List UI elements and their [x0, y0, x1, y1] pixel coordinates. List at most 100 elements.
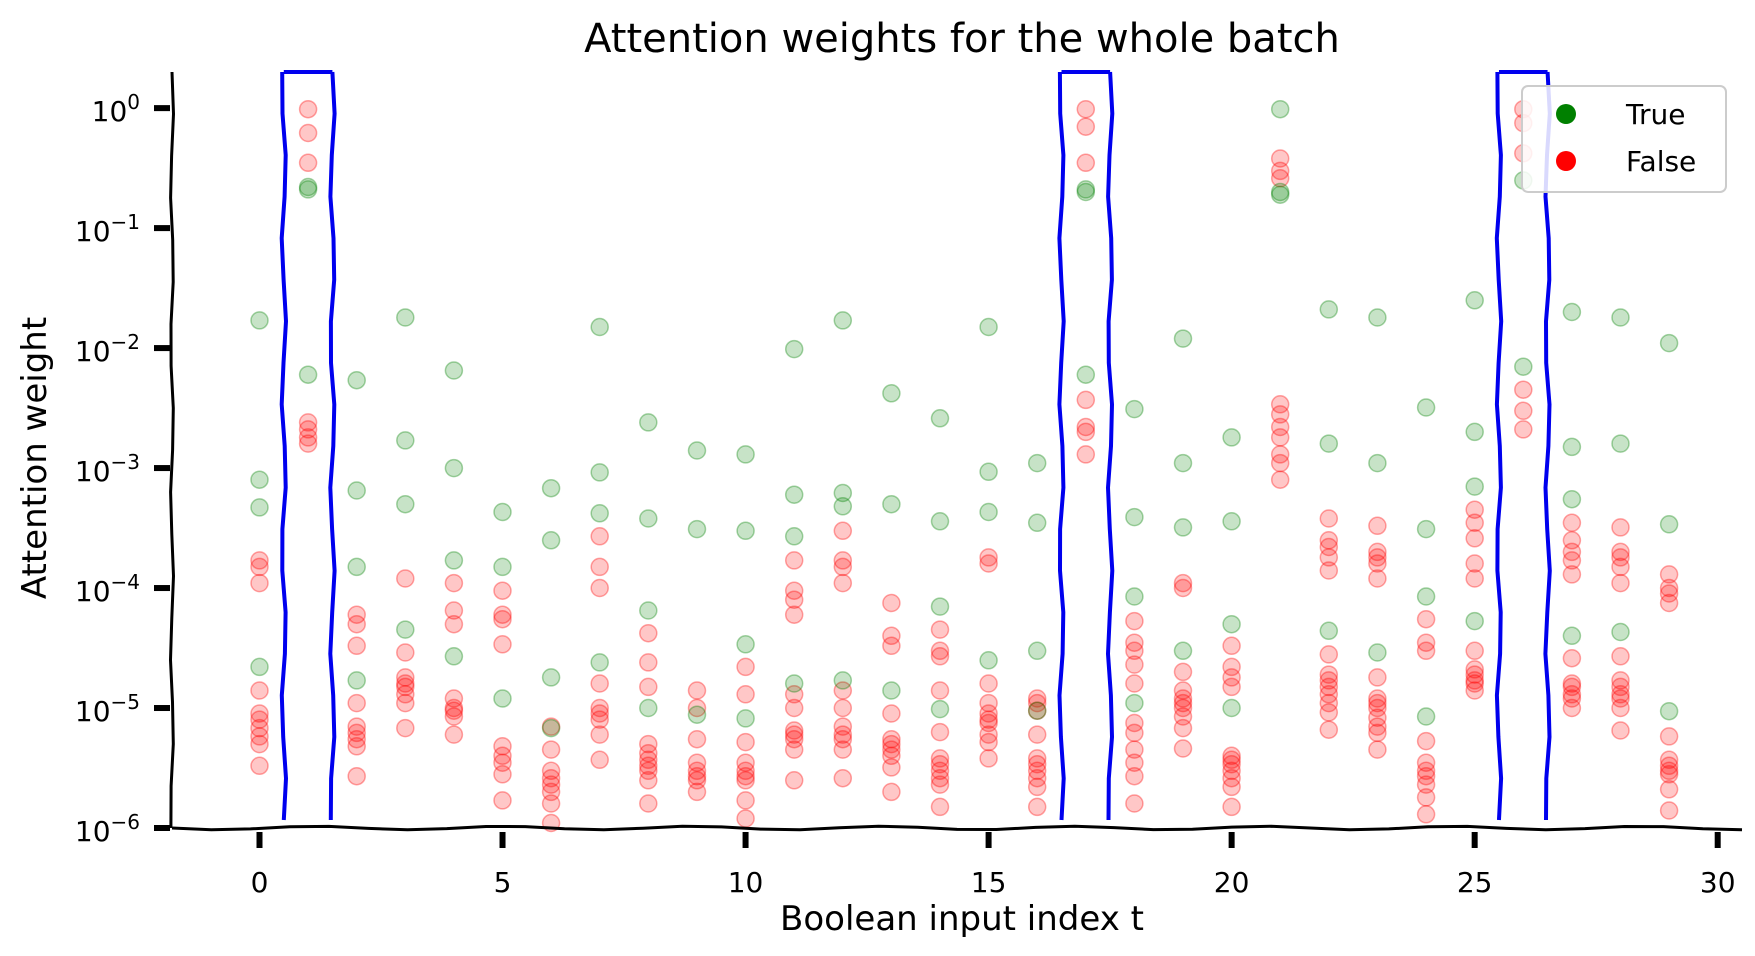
data-point-false	[1027, 749, 1047, 768]
data-point-true	[444, 551, 464, 570]
data-point-true	[930, 512, 950, 531]
data-point-false	[882, 626, 901, 646]
data-point-false	[1173, 689, 1193, 708]
data-point-false	[882, 740, 901, 759]
data-point-true	[1173, 453, 1193, 473]
data-point-false	[639, 743, 658, 763]
data-point-true	[1222, 614, 1241, 634]
data-point-false	[1173, 662, 1193, 682]
data-point-false	[1416, 805, 1436, 824]
data-point-false	[639, 771, 658, 790]
data-point-false	[590, 710, 609, 729]
data-point-false	[541, 794, 561, 813]
data-point-false	[1222, 677, 1241, 697]
data-point-true	[444, 361, 464, 380]
data-point-true	[298, 365, 318, 384]
data-point-false	[1270, 445, 1290, 464]
data-point-false	[1027, 777, 1047, 797]
data-point-false	[347, 693, 366, 713]
data-point-false	[1368, 554, 1387, 573]
data-point-true	[979, 502, 998, 522]
data-point-false	[1368, 548, 1387, 567]
data-point-false	[687, 698, 707, 718]
data-point-false	[347, 766, 366, 786]
data-point-false	[930, 722, 950, 742]
data-point-false	[687, 753, 707, 772]
data-point-true	[298, 177, 318, 197]
data-point-false	[1125, 655, 1144, 674]
data-point-true	[1611, 308, 1630, 327]
data-point-false	[250, 551, 269, 570]
data-point-true	[396, 620, 415, 639]
data-point-false	[736, 771, 755, 790]
data-point-false	[590, 527, 609, 546]
data-point-false	[639, 623, 658, 643]
data-point-false	[298, 123, 318, 143]
data-point-true	[1659, 515, 1679, 534]
data-point-false	[493, 765, 512, 784]
data-point-true	[1027, 453, 1047, 473]
data-point-false	[1465, 529, 1484, 548]
data-point-false	[1027, 701, 1047, 720]
data-point-true	[1416, 398, 1436, 417]
data-point-false	[979, 674, 998, 693]
data-point-false	[1270, 470, 1290, 489]
data-point-false	[1611, 518, 1630, 537]
data-point-false	[396, 569, 415, 588]
data-point-false	[1611, 721, 1630, 740]
data-point-true	[1416, 519, 1436, 539]
y-tick-label: 10−2	[75, 330, 140, 368]
data-point-false	[250, 756, 269, 776]
highlight-box-left	[1057, 71, 1066, 821]
data-point-false	[687, 681, 707, 700]
data-point-false	[1562, 685, 1582, 704]
data-point-false	[639, 677, 658, 697]
data-point-false	[979, 548, 998, 567]
data-point-false	[541, 740, 561, 759]
data-point-false	[687, 782, 707, 802]
data-point-true	[250, 311, 269, 330]
data-point-true	[396, 494, 415, 514]
data-point-false	[493, 746, 512, 766]
data-point-false	[541, 775, 561, 794]
data-point-true	[882, 384, 901, 403]
data-point-false	[784, 685, 804, 704]
data-point-false	[1173, 681, 1193, 700]
data-point-false	[1270, 161, 1290, 181]
data-point-true	[1465, 611, 1484, 631]
data-point-false	[1611, 671, 1630, 690]
data-point-false	[1659, 578, 1679, 598]
data-point-false	[1465, 681, 1484, 700]
data-point-true	[784, 339, 804, 359]
data-point-true	[1562, 489, 1582, 509]
data-point-false	[736, 732, 755, 752]
data-point-false	[250, 734, 269, 754]
data-point-false	[347, 605, 366, 624]
data-point-true	[1659, 333, 1679, 353]
data-point-false	[639, 734, 658, 754]
data-point-false	[687, 766, 707, 786]
highlight-box-right	[328, 71, 337, 821]
x-tick-label: 25	[1457, 866, 1493, 899]
data-point-false	[1125, 633, 1144, 652]
data-point-true	[347, 370, 366, 390]
data-point-false	[736, 809, 755, 828]
data-point-true	[250, 498, 269, 517]
data-point-false	[347, 614, 366, 634]
data-point-false	[784, 725, 804, 744]
data-point-false	[1222, 636, 1241, 656]
data-point-false	[298, 413, 318, 432]
data-point-false	[590, 725, 609, 744]
data-point-true	[1416, 707, 1436, 726]
data-point-false	[1368, 689, 1387, 708]
data-point-true	[444, 647, 464, 666]
data-point-false	[1027, 768, 1047, 788]
data-point-false	[1076, 153, 1096, 173]
data-point-false	[1562, 677, 1582, 697]
data-point-true	[1611, 434, 1630, 453]
data-point-true	[1125, 693, 1144, 713]
data-point-false	[882, 734, 901, 754]
data-point-false	[493, 737, 512, 756]
data-point-false	[930, 754, 950, 774]
data-point-false	[639, 653, 658, 672]
